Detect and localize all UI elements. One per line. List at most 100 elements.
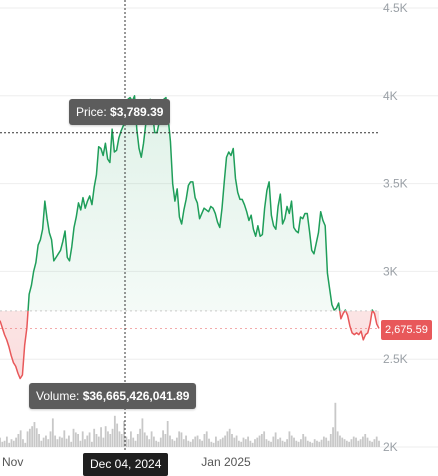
volume-bar [56, 439, 59, 447]
y-tick-label: 4K [383, 89, 398, 103]
volume-bar [352, 436, 355, 447]
volume-bar [196, 435, 199, 447]
volume-bar [313, 439, 316, 447]
volume-bar [162, 430, 164, 447]
volume-bar [10, 439, 13, 447]
volume-bar [334, 402, 337, 447]
volume-bar [63, 430, 66, 447]
volume-bar [318, 441, 321, 447]
volume-bar [348, 441, 351, 447]
volume-bar [180, 432, 183, 447]
volume-bar [22, 439, 24, 447]
volume-bar [345, 440, 348, 447]
volume-bar [68, 435, 70, 447]
volume-bar [288, 431, 291, 447]
volume-bar [260, 434, 263, 447]
volume-bar [61, 437, 63, 447]
volume-bar [104, 426, 107, 447]
volume-bar [33, 422, 36, 447]
volume-bar [325, 437, 328, 447]
volume-bar [109, 434, 112, 447]
volume-bar [221, 437, 224, 447]
y-tick-label: 2K [383, 440, 398, 454]
volume-bar [159, 437, 162, 447]
volume-bar [231, 434, 233, 447]
volume-bar [88, 432, 91, 447]
volume-bar [173, 440, 176, 447]
volume-bar [304, 436, 307, 447]
volume-bar [309, 441, 311, 447]
volume-bar [244, 439, 247, 447]
volume-bar [364, 434, 367, 447]
volume-bar [26, 431, 29, 447]
volume-bar [263, 431, 266, 447]
volume-bar [272, 436, 275, 447]
volume-bar [258, 435, 261, 447]
volume-bar [72, 428, 75, 447]
volume-bar [293, 437, 295, 447]
volume-bar [102, 437, 105, 447]
y-tick-label: 2.5K [383, 352, 408, 366]
volume-bar [100, 427, 102, 447]
volume-bar [164, 434, 167, 447]
volume-bar [93, 428, 96, 447]
volume-bar [120, 434, 123, 447]
volume-bar [17, 434, 20, 447]
volume-bar [136, 434, 139, 447]
volume-bar [35, 428, 38, 447]
volume-bar [152, 436, 155, 447]
volume-bar [171, 439, 174, 447]
volume-bar [327, 440, 330, 447]
volume-bar [343, 439, 346, 447]
y-axis: 4.5K 4K 3.5K 3K 2.5K 2K [383, 1, 408, 454]
price-area [0, 95, 379, 379]
volume-bar [371, 441, 374, 447]
volume-bar [267, 440, 270, 447]
volume-bar [373, 439, 376, 447]
volume-bar [123, 421, 125, 447]
volume-bar [49, 431, 52, 447]
volume-bar [74, 432, 77, 447]
last-price-badge: 2,675.59 [381, 320, 432, 340]
volume-bar [311, 442, 314, 447]
volume-bar [81, 431, 84, 447]
volume-bar [118, 431, 121, 447]
volume-bar [286, 439, 289, 447]
volume-bar [141, 418, 144, 447]
volume-bar [290, 435, 293, 447]
volume-bar [45, 435, 47, 447]
volume-bar [215, 436, 217, 447]
volume-bar [251, 442, 254, 447]
volume-bar [139, 428, 142, 447]
volume-bar [249, 440, 252, 447]
volume-bar [254, 439, 256, 447]
volume-bar [359, 439, 362, 447]
volume-bar [362, 436, 364, 447]
volume-bar [283, 441, 286, 447]
volume-bar [187, 440, 190, 447]
volume-bar [148, 439, 151, 447]
volume-bar [155, 440, 158, 447]
y-tick-label: 4.5K [383, 1, 408, 15]
volume-bar [368, 440, 371, 447]
volume-bar [19, 430, 22, 447]
volume-bar [42, 437, 45, 447]
volume-bar [242, 437, 245, 447]
price-tooltip-label: Price: [76, 105, 107, 119]
volume-bar [274, 432, 277, 447]
volume-bar [320, 439, 323, 447]
volume-tooltip-value: $36,665,426,041.89 [82, 389, 190, 403]
volume-bar [134, 440, 137, 447]
x-tick-label: Nov [2, 455, 23, 469]
volume-bar [322, 436, 325, 447]
volume-bar [169, 435, 171, 447]
volume-bar [84, 439, 86, 447]
price-lines [0, 95, 380, 380]
volume-bar [15, 437, 17, 447]
volume-bar [212, 442, 215, 447]
volume-bar [38, 434, 40, 447]
volume-bar [228, 428, 231, 447]
price-tooltip: Price: $3,789.39 [69, 99, 171, 125]
